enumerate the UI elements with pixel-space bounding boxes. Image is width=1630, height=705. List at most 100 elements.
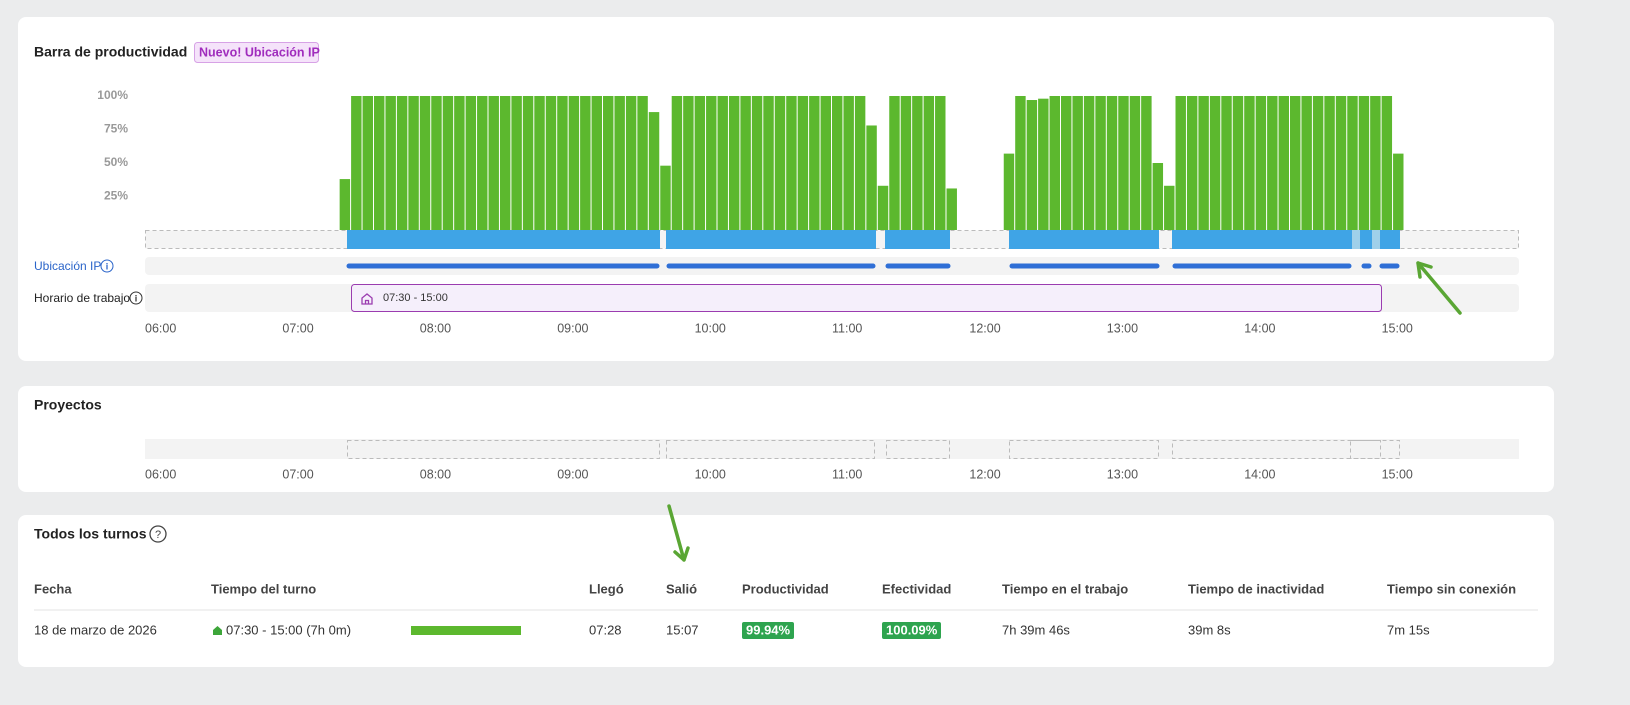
bar bbox=[1221, 96, 1232, 230]
arrow bbox=[667, 504, 690, 562]
x-tick-label: 07:00 bbox=[282, 467, 313, 481]
bar bbox=[1335, 96, 1347, 230]
bar bbox=[900, 96, 912, 230]
bar bbox=[1244, 96, 1255, 230]
bar bbox=[671, 96, 683, 230]
bar bbox=[1083, 96, 1095, 230]
bar bbox=[786, 96, 797, 230]
project-slot bbox=[347, 440, 660, 459]
table-cell: 18 de marzo de 2026 bbox=[34, 622, 157, 637]
column-header: Tiempo en el trabajo bbox=[1002, 581, 1128, 596]
bar bbox=[809, 96, 820, 230]
bar bbox=[580, 96, 591, 230]
table-cell: 7h 39m 46s bbox=[1002, 622, 1070, 637]
bar bbox=[683, 96, 694, 230]
bar bbox=[797, 96, 809, 230]
y-tick-label: 50% bbox=[104, 155, 128, 169]
x-tick-label: 07:00 bbox=[282, 321, 313, 335]
activity bbox=[1009, 230, 1159, 249]
bar bbox=[408, 96, 419, 230]
bar bbox=[396, 96, 408, 230]
column-header: Productividad bbox=[742, 581, 829, 596]
bar bbox=[843, 96, 854, 230]
y-tick-label: 75% bbox=[104, 122, 128, 136]
bar bbox=[1152, 163, 1164, 230]
bar bbox=[877, 185, 889, 230]
table-cell: 99.94% bbox=[746, 622, 791, 637]
project-slot bbox=[1172, 440, 1400, 459]
bar bbox=[1026, 100, 1038, 231]
projects-row bbox=[145, 439, 1519, 459]
bar bbox=[866, 125, 877, 230]
badge-text: Nuevo! Ubicación IP bbox=[199, 45, 320, 59]
bar bbox=[499, 96, 511, 230]
column-header: Tiempo del turno bbox=[211, 581, 316, 596]
arrow bbox=[1416, 261, 1462, 315]
bar bbox=[1072, 96, 1083, 230]
bar bbox=[488, 96, 499, 230]
plot: 25% 50% 75% 100% 06:00 06:00 07:00 07:00 08:00 08… bbox=[97, 88, 1413, 481]
table-cell: 07:30 - 15:00 (7h 0m) bbox=[226, 622, 351, 637]
info-icon-glyph: i bbox=[106, 261, 109, 271]
badge bbox=[194, 42, 319, 63]
x-tick-label: 06:00 bbox=[145, 467, 176, 481]
column-header: Tiempo sin conexión bbox=[1387, 581, 1516, 596]
bar bbox=[1015, 96, 1026, 230]
bar bbox=[454, 96, 465, 230]
bar bbox=[625, 96, 637, 230]
info-icon[interactable] bbox=[100, 259, 114, 273]
x-tick-label: 06:00 bbox=[145, 321, 176, 335]
bar bbox=[511, 96, 522, 230]
table-cell: 15:07 bbox=[666, 622, 699, 637]
table: Fecha Tiempo del turno Llegó Salió Productiv… bbox=[34, 581, 1516, 639]
bar bbox=[1049, 96, 1060, 230]
panel-title: Barra de productividad bbox=[34, 44, 187, 60]
x-tick-label: 14:00 bbox=[1244, 467, 1275, 481]
x-tick-label: 08:00 bbox=[420, 467, 451, 481]
bar bbox=[477, 96, 488, 230]
bar bbox=[534, 96, 545, 230]
bar bbox=[1324, 96, 1335, 230]
bar bbox=[1061, 96, 1072, 230]
score-badge bbox=[742, 622, 794, 639]
help-icon[interactable] bbox=[149, 525, 167, 543]
info-icon[interactable] bbox=[129, 291, 143, 305]
bar bbox=[362, 96, 373, 230]
x-tick-label: 15:00 bbox=[1382, 467, 1413, 481]
bar bbox=[1209, 96, 1221, 230]
bar bbox=[351, 96, 362, 230]
bar bbox=[465, 96, 477, 230]
x-tick-label: 11:00 bbox=[832, 467, 862, 481]
schedule-box bbox=[351, 284, 1382, 312]
home-icon bbox=[213, 626, 222, 635]
panel-title: Todos los turnos bbox=[34, 526, 147, 542]
x-tick-label: 10:00 bbox=[695, 467, 726, 481]
bar bbox=[522, 96, 534, 230]
project-slot bbox=[1350, 440, 1381, 459]
bar bbox=[763, 96, 774, 230]
schedule-label: Horario de trabajo bbox=[34, 291, 130, 305]
bar bbox=[431, 96, 442, 230]
bar bbox=[832, 96, 843, 230]
x-tick-label: 13:00 bbox=[1107, 467, 1138, 481]
x-tick-label: 08:00 bbox=[420, 321, 451, 335]
bar bbox=[603, 96, 614, 230]
table-cell: 100.09% bbox=[886, 622, 938, 637]
column-header: Llegó bbox=[589, 581, 624, 596]
activity bbox=[347, 230, 660, 249]
bar bbox=[1106, 96, 1118, 230]
bar bbox=[1381, 96, 1393, 230]
bar bbox=[1278, 96, 1289, 230]
bar bbox=[1198, 96, 1209, 230]
bar bbox=[1095, 96, 1106, 230]
bar bbox=[1312, 96, 1324, 230]
bar bbox=[889, 96, 900, 230]
column-header: Salió bbox=[666, 581, 697, 596]
project-slot bbox=[1009, 440, 1159, 459]
x-tick-label: 14:00 bbox=[1244, 321, 1275, 335]
bar bbox=[557, 96, 568, 230]
bar bbox=[935, 96, 946, 230]
bar bbox=[545, 96, 557, 230]
project-slot bbox=[886, 440, 950, 459]
bar bbox=[1358, 96, 1370, 230]
